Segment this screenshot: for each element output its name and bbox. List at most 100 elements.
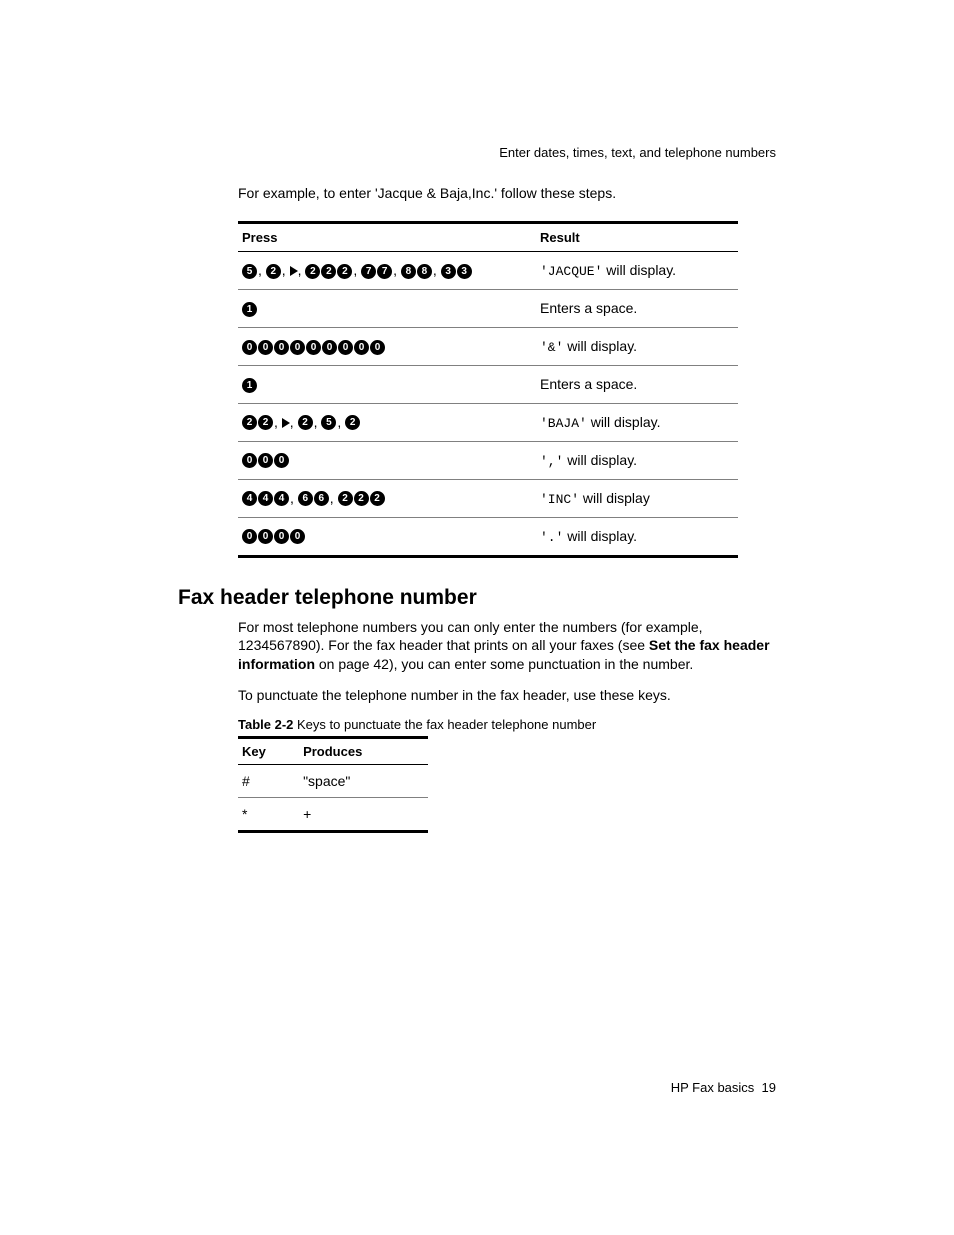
keypad-key-icon: 0 — [290, 529, 305, 544]
table-row: 000',' will display. — [238, 441, 738, 479]
table-row: 5, 2, , 222, 77, 88, 33 'JACQUE' will dis… — [238, 252, 738, 290]
press-cell: 000 — [238, 441, 536, 479]
keypad-key-icon: 0 — [290, 340, 305, 355]
para1-a: For most telephone numbers you can only … — [238, 619, 703, 654]
result-cell: 'BAJA' will display. — [536, 403, 738, 441]
separator: , — [337, 414, 345, 430]
separator: , — [290, 414, 298, 430]
keypad-key-icon: 4 — [242, 491, 257, 506]
separator: , — [298, 262, 306, 278]
keypad-key-icon: 2 — [338, 491, 353, 506]
result-cell: '.' will display. — [536, 517, 738, 556]
keypad-key-icon: 2 — [370, 491, 385, 506]
table2-caption: Table 2-2 Keys to punctuate the fax head… — [238, 717, 776, 732]
table-row: 1Enters a space. — [238, 290, 738, 328]
col-key: Key — [238, 738, 299, 765]
arrow-right-icon — [282, 418, 290, 428]
keypad-key-icon: 0 — [274, 340, 289, 355]
arrow-right-icon — [290, 266, 298, 276]
produces-cell: + — [299, 798, 428, 832]
para-2: To punctuate the telephone number in the… — [238, 686, 776, 705]
keypad-key-icon: 2 — [337, 264, 352, 279]
page: Enter dates, times, text, and telephone … — [0, 0, 954, 1235]
table2-caption-text: Keys to punctuate the fax header telepho… — [293, 717, 596, 732]
keypad-key-icon: 3 — [457, 264, 472, 279]
keypad-key-icon: 2 — [305, 264, 320, 279]
separator: , — [290, 490, 298, 506]
keypad-key-icon: 2 — [258, 415, 273, 430]
press-cell: 0000 — [238, 517, 536, 556]
result-code: ',' — [540, 454, 563, 469]
keypad-key-icon: 0 — [322, 340, 337, 355]
result-cell: '&' will display. — [536, 327, 738, 365]
press-cell: 1 — [238, 290, 536, 328]
col-produces: Produces — [299, 738, 428, 765]
result-text: will display — [579, 490, 650, 506]
keypad-key-icon: 2 — [321, 264, 336, 279]
keypad-key-icon: 0 — [354, 340, 369, 355]
footer-page: 19 — [762, 1080, 776, 1095]
keypad-key-icon: 2 — [266, 264, 281, 279]
table-row: 1 Enters a space. — [238, 365, 738, 403]
table-row: #"space" — [238, 765, 428, 798]
keypad-key-icon: 6 — [298, 491, 313, 506]
keypad-key-icon: 0 — [242, 529, 257, 544]
footer-text: HP Fax basics — [671, 1080, 755, 1095]
result-text: Enters a space. — [540, 376, 637, 392]
keypad-key-icon: 4 — [274, 491, 289, 506]
keypad-key-icon: 2 — [298, 415, 313, 430]
result-cell: Enters a space. — [536, 290, 738, 328]
keypad-key-icon: 0 — [306, 340, 321, 355]
result-code: '&' — [540, 340, 563, 355]
keypad-key-icon: 1 — [242, 378, 257, 393]
result-code: 'JACQUE' — [540, 264, 602, 279]
result-text: will display. — [587, 414, 661, 430]
separator: , — [330, 490, 338, 506]
result-code: 'INC' — [540, 492, 579, 507]
press-cell: 1 — [238, 365, 536, 403]
press-cell: 000000000 — [238, 327, 536, 365]
result-text: will display. — [602, 262, 676, 278]
section-heading: Fax header telephone number — [178, 586, 776, 610]
press-cell: 5, 2, , 222, 77, 88, 33 — [238, 252, 536, 290]
keypad-key-icon: 0 — [370, 340, 385, 355]
para1-c: on page 42), you can enter some punctuat… — [315, 656, 693, 672]
separator: , — [274, 414, 282, 430]
keypad-key-icon: 2 — [345, 415, 360, 430]
separator: , — [433, 262, 441, 278]
produces-cell: "space" — [299, 765, 428, 798]
intro-text: For example, to enter 'Jacque & Baja,Inc… — [238, 185, 776, 201]
table-row: 444, 66, 222'INC' will display — [238, 479, 738, 517]
result-code: 'BAJA' — [540, 416, 587, 431]
table-row: 22, , 2, 5, 2'BAJA' will display. — [238, 403, 738, 441]
table-row: 000000000'&' will display. — [238, 327, 738, 365]
keypad-key-icon: 0 — [338, 340, 353, 355]
result-text: will display. — [563, 528, 637, 544]
keypad-key-icon: 7 — [361, 264, 376, 279]
separator: , — [314, 414, 322, 430]
keypad-key-icon: 0 — [274, 453, 289, 468]
result-cell: Enters a space. — [536, 365, 738, 403]
keypad-key-icon: 0 — [258, 340, 273, 355]
keypad-key-icon: 0 — [258, 453, 273, 468]
keypad-key-icon: 5 — [242, 264, 257, 279]
result-text: will display. — [563, 338, 637, 354]
separator: , — [258, 262, 266, 278]
keypad-key-icon: 2 — [354, 491, 369, 506]
table-row: *+ — [238, 798, 428, 832]
press-cell: 22, , 2, 5, 2 — [238, 403, 536, 441]
keypad-key-icon: 4 — [258, 491, 273, 506]
press-cell: 444, 66, 222 — [238, 479, 536, 517]
keypad-key-icon: 0 — [242, 453, 257, 468]
col-press: Press — [238, 223, 536, 252]
col-result: Result — [536, 223, 738, 252]
keypad-key-icon: 5 — [321, 415, 336, 430]
key-cell: # — [238, 765, 299, 798]
result-cell: 'INC' will display — [536, 479, 738, 517]
keypad-key-icon: 0 — [242, 340, 257, 355]
separator: , — [393, 262, 401, 278]
keypad-key-icon: 0 — [274, 529, 289, 544]
keypad-key-icon: 7 — [377, 264, 392, 279]
page-footer: HP Fax basics 19 — [671, 1080, 776, 1095]
result-text: Enters a space. — [540, 300, 637, 316]
